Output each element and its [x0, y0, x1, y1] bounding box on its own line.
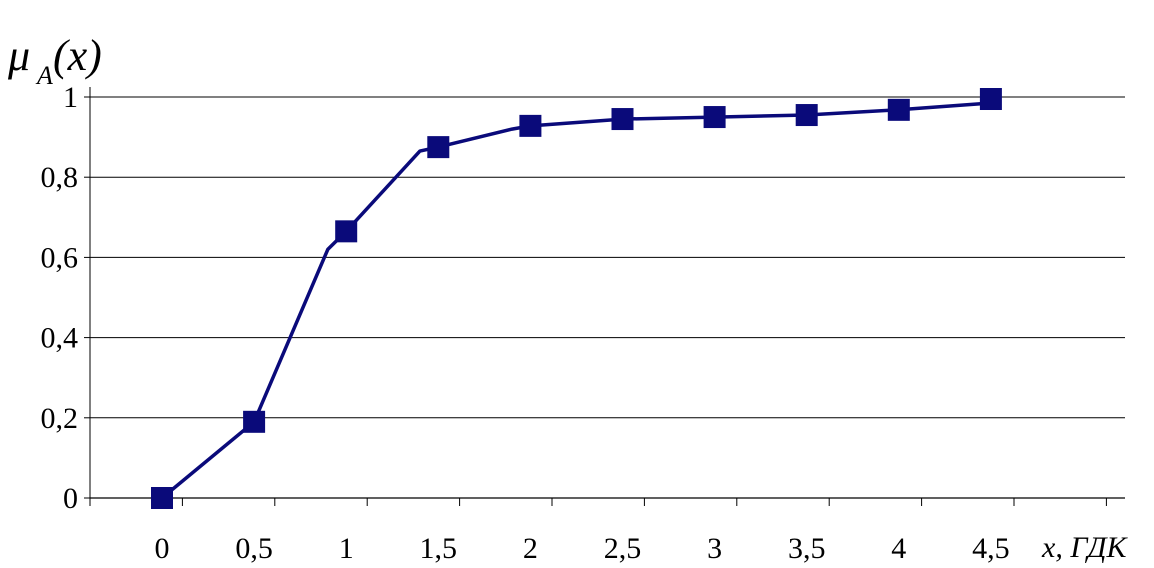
- data-point-marker: [611, 108, 634, 131]
- x-tick-labels: 0 0,5 1 1,5 2 2,5 3 3,5 4 4,5: [155, 532, 1010, 565]
- data-point-marker: [519, 114, 542, 137]
- x-tick-label: 4: [891, 532, 906, 563]
- data-point-marker: [795, 104, 818, 127]
- data-point-marker: [427, 136, 450, 159]
- data-point-marker: [979, 88, 1002, 111]
- data-point-marker: [243, 410, 266, 433]
- y-tick-label: 0: [63, 482, 78, 515]
- series-line: [160, 101, 992, 500]
- x-tick-label: 2: [523, 532, 538, 563]
- x-tick-label: 2,5: [604, 532, 642, 563]
- y-tick-label: 0,2: [41, 402, 79, 435]
- x-tick-label: 4,5: [972, 532, 1010, 563]
- y-tick-labels: 0 0,2 0,4 0,6 0,8 1: [41, 81, 79, 515]
- x-tick-label: 1,5: [420, 532, 458, 563]
- x-tick-label: 3,5: [788, 532, 826, 563]
- y-axis-label-argument: (x): [53, 31, 102, 80]
- gridlines: [90, 96, 1125, 419]
- x-tick-label: 1: [339, 532, 354, 563]
- y-axis-label: μ A (x): [7, 31, 102, 90]
- y-tick-label: 0,4: [41, 322, 79, 355]
- y-axis-label-subscript: A: [35, 61, 53, 90]
- axes: [84, 87, 1125, 506]
- y-tick-label: 0,6: [41, 241, 79, 274]
- series: [151, 88, 1002, 509]
- x-tick-label: 0,5: [235, 532, 273, 563]
- y-tick-label: 1: [63, 81, 78, 114]
- data-point-marker: [151, 487, 173, 509]
- data-point-marker: [887, 98, 910, 121]
- x-tick-label: 3: [707, 532, 722, 563]
- x-tick-label: 0: [155, 532, 170, 563]
- x-axis-label: x, ГДК: [1041, 531, 1128, 563]
- data-point-marker: [703, 106, 726, 129]
- y-tick-label: 0,8: [41, 161, 79, 194]
- y-axis-label-symbol: μ: [7, 31, 30, 80]
- data-point-marker: [335, 220, 358, 243]
